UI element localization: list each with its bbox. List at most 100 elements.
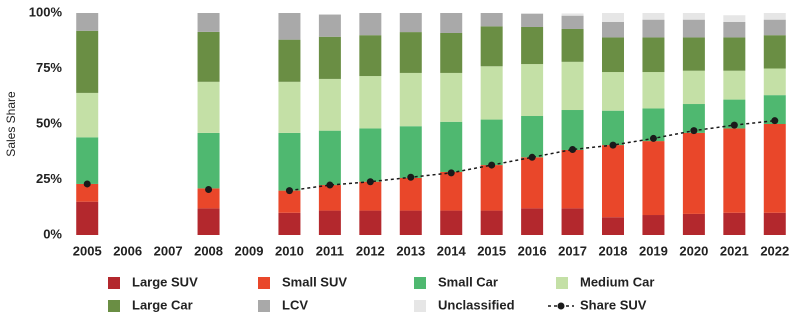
bar-segment: [359, 76, 382, 129]
bar-segment: [763, 19, 786, 36]
share-point: [205, 185, 213, 193]
y-tick-label: 100%: [29, 4, 63, 19]
bar-segment: [318, 36, 341, 79]
x-tick-label: 2009: [235, 243, 264, 258]
bar-segment: [76, 201, 99, 235]
bar-segment: [440, 171, 463, 211]
bar-segment: [480, 165, 503, 211]
bar-segment: [197, 81, 220, 133]
bar-segment: [197, 132, 220, 189]
bar-segment: [602, 13, 624, 22]
bar-segment: [602, 145, 624, 218]
bar-segment: [723, 21, 746, 38]
bar-segment: [723, 37, 746, 71]
bar-segment: [318, 130, 341, 186]
bar-segment: [76, 137, 99, 184]
bar-segment: [399, 72, 422, 127]
bar-segment: [561, 28, 584, 62]
bar-segment: [642, 72, 665, 109]
legend-swatch: [414, 300, 426, 312]
bar-segment: [278, 132, 301, 191]
legend-label: Small SUV: [282, 274, 347, 289]
bar-segment: [399, 13, 422, 33]
x-tick-label: 2021: [720, 243, 749, 258]
legend-label: Medium Car: [580, 274, 654, 289]
legend-swatch: [258, 300, 270, 312]
x-tick-label: 2022: [760, 243, 789, 258]
y-tick-label: 75%: [36, 60, 62, 75]
share-point: [690, 127, 698, 135]
x-tick-label: 2019: [639, 243, 668, 258]
legend-swatch: [258, 277, 270, 289]
bar-segment: [682, 213, 705, 235]
bar-segment: [278, 212, 301, 235]
bar-segment: [763, 35, 786, 69]
bar-segment: [318, 78, 341, 131]
y-axis-title: Sales Share: [4, 91, 18, 157]
legend-swatch: [108, 300, 120, 312]
x-tick-label: 2012: [356, 243, 385, 258]
share-point: [326, 181, 334, 189]
bar-segment: [480, 119, 503, 166]
bar-segment: [76, 92, 99, 138]
bar-segment: [440, 72, 463, 122]
bar-segment: [197, 13, 220, 32]
bar-segment: [521, 157, 544, 209]
bar-segment: [318, 185, 341, 211]
legend-label: Small Car: [438, 274, 498, 289]
legend-label: Large Car: [132, 297, 193, 312]
bar-segment: [521, 208, 544, 235]
x-tick-label: 2017: [558, 243, 587, 258]
bar-segment: [723, 15, 746, 22]
bar-segment: [521, 26, 544, 65]
bar-segment: [399, 126, 422, 178]
bar-segment: [642, 141, 665, 216]
bar-segment: [682, 132, 705, 214]
share-point: [447, 169, 455, 177]
legend-label: Large SUV: [132, 274, 198, 289]
share-point: [83, 180, 91, 188]
bar-segment: [359, 35, 382, 77]
x-tick-label: 2010: [275, 243, 304, 258]
bar-segment: [561, 149, 584, 209]
x-tick-label: 2007: [154, 243, 183, 258]
bar-segment: [561, 15, 584, 29]
bar-segment: [318, 14, 341, 37]
bar-segment: [399, 32, 422, 73]
x-tick-label: 2006: [113, 243, 142, 258]
bar-segment: [561, 208, 584, 235]
bar-segment: [521, 64, 544, 117]
bar-segment: [723, 212, 746, 235]
bar-segment: [763, 13, 786, 20]
share-point: [528, 153, 536, 161]
legend-label: Unclassified: [438, 297, 515, 312]
bar-segment: [763, 68, 786, 96]
legend-label: LCV: [282, 297, 308, 312]
bar-segment: [76, 13, 99, 31]
bar-segment: [602, 72, 624, 111]
bar-segment: [440, 210, 463, 235]
bar-segment: [521, 13, 544, 27]
x-tick-label: 2013: [396, 243, 425, 258]
bar-segment: [723, 70, 746, 100]
bar-segment: [278, 13, 301, 40]
share-point: [609, 141, 617, 149]
bar-segment: [602, 37, 624, 73]
bar-segment: [561, 110, 584, 150]
x-tick-label: 2016: [518, 243, 547, 258]
bar-segment: [278, 190, 301, 213]
bar-segment: [561, 13, 584, 16]
bar-segment: [440, 121, 463, 172]
y-tick-label: 25%: [36, 171, 62, 186]
bar-segment: [480, 66, 503, 120]
bar-segment: [682, 13, 705, 20]
bar-segment: [602, 217, 624, 235]
share-point: [407, 173, 415, 181]
share-point: [649, 134, 657, 142]
bar-segment: [763, 124, 786, 213]
bar-segment: [480, 210, 503, 235]
bar-segment: [561, 61, 584, 111]
share-point: [488, 161, 496, 169]
y-tick-label: 0%: [43, 226, 62, 241]
legend-swatch: [556, 277, 568, 289]
